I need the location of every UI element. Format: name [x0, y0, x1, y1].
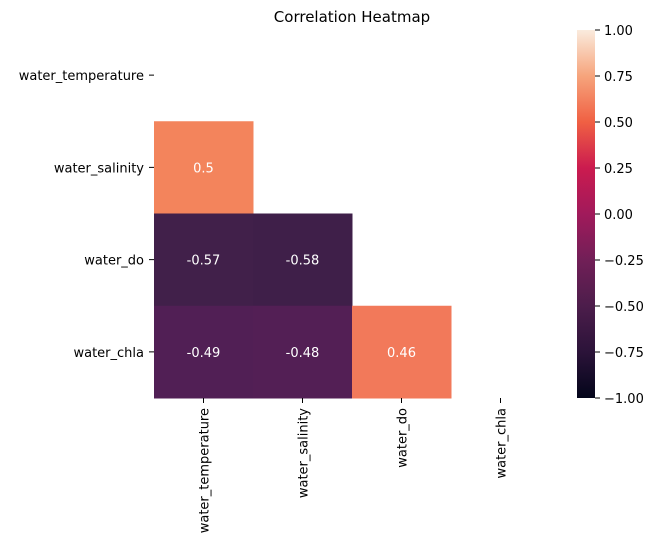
- x-tick-label: water_temperature: [198, 408, 213, 533]
- colorbar-tick-label: 1.00: [604, 24, 633, 39]
- x-tick-label: water_do: [396, 408, 411, 468]
- chart-title: Correlation Heatmap: [274, 8, 430, 26]
- colorbar-tick-label: −0.50: [604, 300, 644, 315]
- cell-value-label: -0.58: [286, 254, 320, 269]
- heatmap-cells: 0.5 -0.57 -0.58 -0.49 -0.48 0.46: [154, 121, 452, 399]
- x-tick-labels: water_temperature water_salinity water_do w…: [198, 398, 510, 533]
- colorbar-gradient: [577, 30, 595, 398]
- y-tick-label: water_salinity: [54, 161, 144, 176]
- y-tick-label: water_do: [84, 254, 144, 269]
- colorbar-tick-label: −1.00: [604, 392, 644, 407]
- x-tick-label: water_chla: [495, 408, 510, 479]
- colorbar-tick-label: −0.75: [604, 346, 644, 361]
- cell-value-label: -0.57: [187, 254, 221, 269]
- x-tick-label: water_salinity: [297, 408, 312, 498]
- y-tick-label: water_chla: [73, 346, 144, 361]
- colorbar-ticks: 1.00 0.75 0.50 0.25 0.00 −0.25 −0.50 −0.75 −1.00: [595, 24, 644, 407]
- cell-value-label: -0.49: [187, 346, 221, 361]
- cell-value-label: 0.5: [193, 161, 214, 176]
- colorbar-tick-label: −0.25: [604, 254, 644, 269]
- colorbar-tick-label: 0.00: [604, 208, 633, 223]
- colorbar-tick-label: 0.50: [604, 116, 633, 131]
- heatmap-cell: [253, 213, 353, 307]
- colorbar: 1.00 0.75 0.50 0.25 0.00 −0.25 −0.50 −0.75 −1.00: [577, 24, 644, 407]
- heatmap-cell: [352, 305, 452, 399]
- y-tick-label: water_temperature: [19, 69, 144, 84]
- heatmap-cell: [154, 213, 254, 307]
- heatmap-cell: [154, 305, 254, 399]
- heatmap-cell: [253, 305, 353, 399]
- colorbar-tick-label: 0.25: [604, 162, 633, 177]
- heatmap-cell: [154, 121, 254, 214]
- cell-value-label: -0.48: [286, 346, 320, 361]
- y-tick-labels: water_temperature water_salinity water_dow…: [19, 69, 154, 361]
- cell-value-label: 0.46: [387, 346, 416, 361]
- colorbar-tick-label: 0.75: [604, 70, 633, 85]
